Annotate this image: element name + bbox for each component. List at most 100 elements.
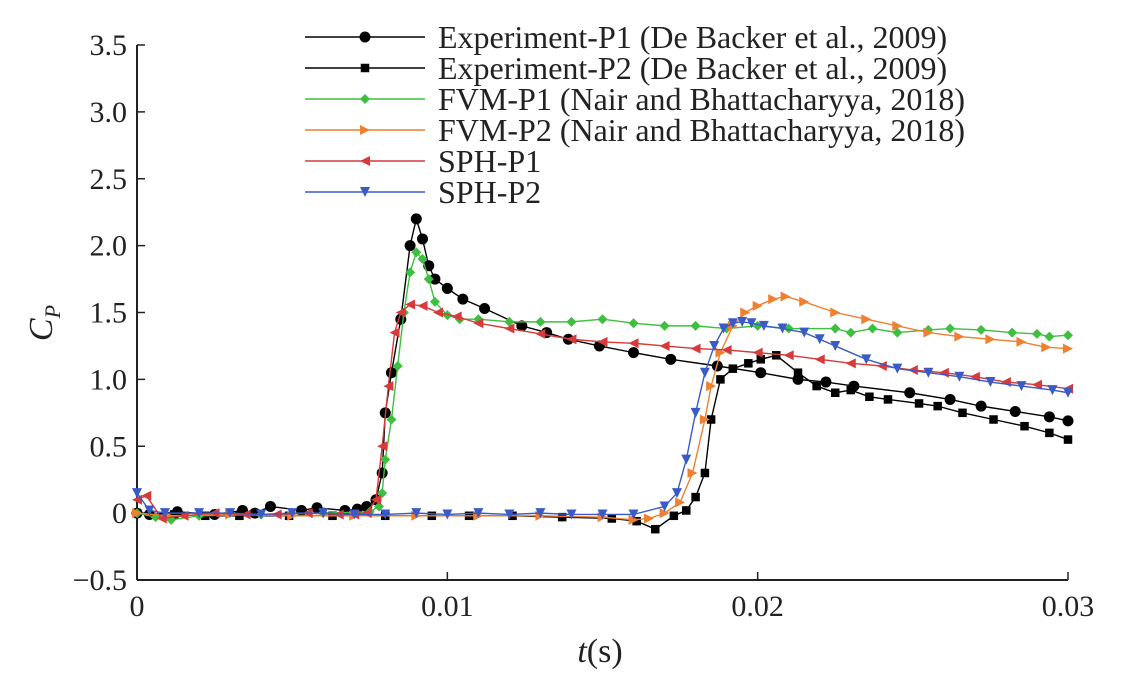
data-point — [566, 316, 577, 327]
data-point — [814, 354, 825, 365]
data-point — [659, 320, 670, 331]
data-point — [144, 505, 155, 516]
data-point — [883, 395, 893, 404]
y-tick-label: 1.0 — [90, 363, 128, 396]
data-point — [457, 293, 469, 305]
data-point — [1020, 421, 1029, 431]
data-point — [644, 513, 655, 524]
data-point — [597, 314, 608, 325]
tick-labels: −0.500.51.01.52.02.53.03.50 0.01 0.02 0.03 — [73, 29, 1095, 623]
data-point — [1000, 377, 1011, 388]
tick-marks — [136, 44, 1069, 581]
data-point — [141, 490, 152, 501]
data-point — [132, 488, 142, 499]
data-point — [1063, 435, 1073, 444]
data-point — [718, 323, 729, 334]
series-6 — [132, 316, 1073, 520]
data-point — [944, 393, 956, 405]
data-point — [1016, 336, 1027, 347]
y-tick-label: −0.5 — [73, 564, 127, 597]
data-point — [820, 376, 832, 388]
data-point — [914, 399, 924, 408]
series-line — [136, 295, 1069, 521]
data-point — [557, 512, 567, 522]
legend-label: FVM-P2 (Nair and Bhattacharyya, 2018) — [438, 112, 965, 148]
data-point — [628, 514, 639, 525]
data-point — [945, 323, 956, 334]
data-point — [867, 323, 878, 334]
data-point — [1063, 343, 1073, 354]
legend-marker — [359, 31, 371, 43]
data-point — [361, 508, 372, 519]
data-point — [651, 524, 660, 534]
data-point — [892, 363, 903, 374]
data-point — [1063, 330, 1073, 341]
data-point — [975, 400, 987, 412]
data-point — [535, 316, 546, 327]
data-point — [752, 347, 763, 358]
legend-marker — [360, 125, 370, 135]
data-point — [740, 307, 751, 318]
data-point — [256, 509, 267, 520]
data-point — [473, 508, 484, 519]
data-point — [687, 468, 698, 478]
data-point — [1031, 328, 1042, 339]
data-point — [441, 282, 453, 294]
data-point — [758, 320, 769, 331]
data-point — [1031, 379, 1042, 390]
data-point — [716, 375, 725, 384]
series-1 — [131, 213, 1074, 520]
y-tick-label: 2.5 — [90, 163, 128, 196]
data-point — [691, 492, 700, 502]
legend-label: SPH-P1 — [438, 143, 541, 179]
data-point — [727, 318, 738, 329]
data-point — [389, 327, 400, 338]
data-point — [756, 355, 766, 364]
legend-label: Experiment-P2 (De Backer et al., 2009) — [438, 50, 947, 86]
data-point — [504, 509, 515, 520]
data-point — [752, 300, 763, 311]
data-point — [699, 367, 710, 378]
data-point — [706, 381, 717, 392]
data-point — [985, 377, 996, 388]
data-point — [846, 385, 856, 395]
data-point — [976, 324, 987, 335]
legend-label: Experiment-P1 (De Backer et al., 2009) — [438, 19, 947, 55]
x-tick-label: 0.01 — [421, 590, 474, 623]
data-point — [385, 367, 397, 379]
data-point — [535, 328, 546, 339]
data-point — [737, 316, 748, 327]
data-point — [669, 511, 679, 521]
legend-label: FVM-P1 (Nair and Bhattacharyya, 2018) — [438, 81, 965, 117]
data-point — [1045, 428, 1054, 438]
data-point — [1007, 327, 1018, 338]
series-line — [136, 303, 1069, 520]
series-3 — [132, 247, 1073, 525]
data-point — [892, 320, 903, 331]
data-point — [479, 302, 491, 314]
data-point — [1063, 387, 1073, 398]
data-point — [318, 508, 329, 519]
data-point — [709, 340, 720, 351]
data-point — [1009, 405, 1021, 417]
data-point — [535, 508, 546, 519]
data-point — [516, 320, 528, 332]
y-tick-label: 3.0 — [90, 96, 128, 129]
x-tick-label: 0.02 — [731, 590, 784, 623]
data-point — [405, 299, 416, 310]
data-point — [675, 497, 686, 508]
data-point — [768, 294, 779, 305]
data-point — [1041, 342, 1052, 353]
data-point — [699, 414, 710, 425]
data-point — [799, 327, 810, 338]
legend-marker — [360, 156, 370, 166]
data-point — [504, 323, 515, 334]
legend-entry: Experiment-P2 (De Backer et al., 2009) — [305, 50, 947, 86]
data-point — [628, 338, 639, 349]
legend-marker — [360, 94, 370, 104]
data-point — [793, 368, 803, 377]
y-tick-label: 0.5 — [90, 430, 128, 463]
data-point — [411, 508, 422, 519]
data-point — [287, 508, 298, 519]
data-point — [405, 267, 416, 278]
